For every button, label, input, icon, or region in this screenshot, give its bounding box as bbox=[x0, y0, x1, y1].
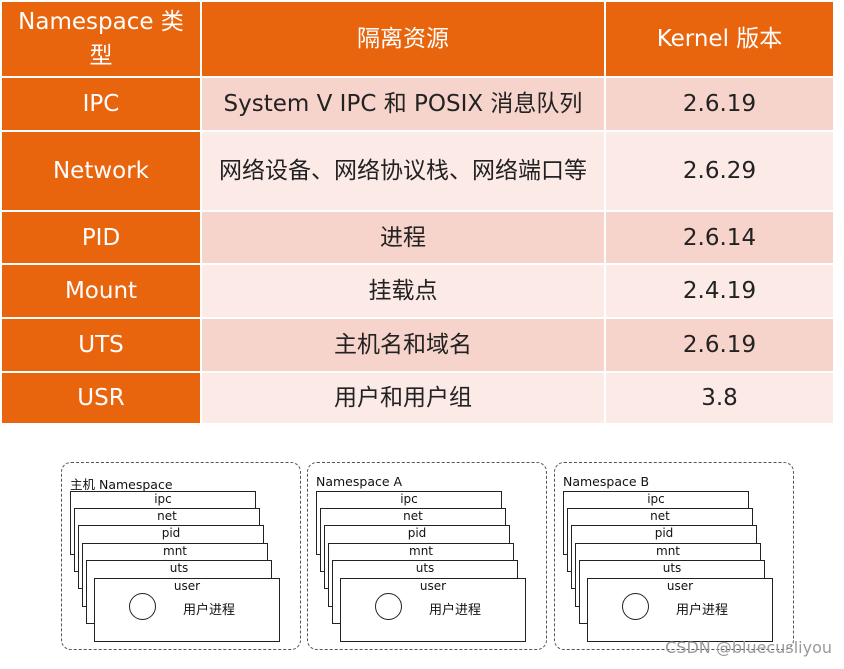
table-row: IPC System V IPC 和 POSIX 消息队列 2.6.19 bbox=[0, 76, 835, 132]
row-version: 2.6.29 bbox=[604, 130, 835, 212]
layer-label: ipc bbox=[400, 492, 418, 506]
row-type: Network bbox=[0, 130, 202, 212]
layer-label: net bbox=[650, 509, 670, 523]
row-version: 2.6.19 bbox=[604, 317, 835, 373]
row-type: UTS bbox=[0, 317, 202, 373]
namespace-table: Namespace 类型 隔离资源 Kernel 版本 IPC System V… bbox=[0, 0, 835, 425]
row-version: 2.6.19 bbox=[604, 76, 835, 132]
row-resource: 主机名和域名 bbox=[200, 317, 606, 373]
row-resource: System V IPC 和 POSIX 消息队列 bbox=[200, 76, 606, 132]
layer-label: uts bbox=[415, 561, 435, 575]
namespace-group-host: 主机 Namespace ipc net pid mnt uts user 用户… bbox=[61, 462, 301, 650]
layer-user: user 用户进程 bbox=[94, 578, 280, 642]
table-row: USR 用户和用户组 3.8 bbox=[0, 371, 835, 425]
table-row: PID 进程 2.6.14 bbox=[0, 210, 835, 265]
header-kernel-version: Kernel 版本 bbox=[604, 0, 835, 78]
layer-label: mnt bbox=[163, 544, 187, 558]
process-icon bbox=[375, 593, 402, 620]
group-title: 主机 Namespace bbox=[70, 477, 173, 492]
layer-label: net bbox=[157, 509, 177, 523]
process-label: 用户进程 bbox=[183, 603, 236, 618]
layer-label: user bbox=[173, 579, 201, 593]
layer-label: mnt bbox=[656, 544, 680, 558]
table-row: UTS 主机名和域名 2.6.19 bbox=[0, 317, 835, 373]
process-label: 用户进程 bbox=[429, 603, 482, 618]
layer-label: user bbox=[666, 579, 694, 593]
header-namespace-type: Namespace 类型 bbox=[0, 0, 202, 78]
row-resource: 用户和用户组 bbox=[200, 371, 606, 425]
row-resource: 网络设备、网络协议栈、网络端口等 bbox=[200, 130, 606, 212]
process-icon bbox=[622, 593, 649, 620]
group-title: Namespace B bbox=[563, 474, 650, 489]
group-title: Namespace A bbox=[316, 474, 403, 489]
header-isolated-resource: 隔离资源 bbox=[200, 0, 606, 78]
row-type: Mount bbox=[0, 263, 202, 319]
layer-label: net bbox=[403, 509, 423, 523]
process-icon bbox=[129, 593, 156, 620]
namespace-group-a: Namespace A ipc net pid mnt uts user 用户进… bbox=[307, 462, 547, 650]
row-resource: 挂载点 bbox=[200, 263, 606, 319]
row-version: 2.6.14 bbox=[604, 210, 835, 265]
row-version: 3.8 bbox=[604, 371, 835, 425]
row-type: PID bbox=[0, 210, 202, 265]
row-type: IPC bbox=[0, 76, 202, 132]
layer-label: uts bbox=[169, 561, 189, 575]
layer-label: pid bbox=[161, 526, 181, 540]
layer-user: user 用户进程 bbox=[340, 578, 526, 642]
layer-label: pid bbox=[654, 526, 674, 540]
row-type: USR bbox=[0, 371, 202, 425]
layer-user: user 用户进程 bbox=[587, 578, 773, 642]
table-row: Mount 挂载点 2.4.19 bbox=[0, 263, 835, 319]
layer-label: pid bbox=[407, 526, 427, 540]
process-label: 用户进程 bbox=[676, 603, 729, 618]
layer-label: mnt bbox=[409, 544, 433, 558]
layer-label: ipc bbox=[647, 492, 665, 506]
table-header-row: Namespace 类型 隔离资源 Kernel 版本 bbox=[0, 0, 835, 78]
layer-label: uts bbox=[662, 561, 682, 575]
row-version: 2.4.19 bbox=[604, 263, 835, 319]
namespace-group-b: Namespace B ipc net pid mnt uts user 用户进… bbox=[554, 462, 794, 650]
layer-label: ipc bbox=[154, 492, 172, 506]
row-resource: 进程 bbox=[200, 210, 606, 265]
table-row: Network 网络设备、网络协议栈、网络端口等 2.6.29 bbox=[0, 130, 835, 212]
layer-label: user bbox=[419, 579, 447, 593]
